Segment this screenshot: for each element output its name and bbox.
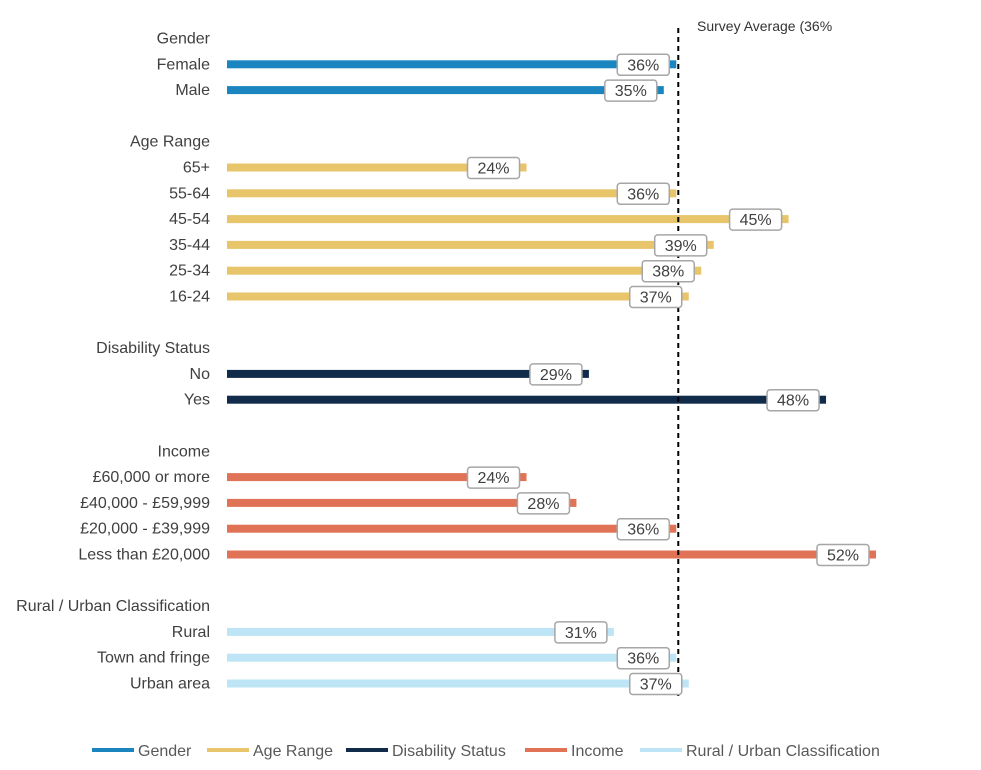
data-label-box xyxy=(641,259,695,283)
category-label: 16-24 xyxy=(169,289,210,306)
data-label: 36% xyxy=(627,57,659,74)
data-label: 31% xyxy=(565,625,597,642)
bar xyxy=(227,240,714,249)
category-label: 45-54 xyxy=(169,211,210,228)
group-heading: Age Range xyxy=(130,134,210,151)
data-label: 38% xyxy=(652,264,684,281)
reference-line-group: Survey Average (36% xyxy=(677,18,832,696)
group-heading: Income xyxy=(158,443,211,460)
data-label-box xyxy=(653,234,708,257)
bar xyxy=(227,60,677,69)
bar xyxy=(227,524,677,533)
category-label: No xyxy=(190,366,211,383)
data-label-box xyxy=(629,285,683,309)
data-label: 36% xyxy=(627,651,659,668)
data-label-box xyxy=(728,208,783,231)
category-label: 65+ xyxy=(183,160,210,177)
bar xyxy=(227,369,589,378)
legend-label: Gender xyxy=(138,743,192,760)
data-label-box xyxy=(466,156,521,180)
category-label: Less than £20,000 xyxy=(78,547,210,564)
legend-label: Age Range xyxy=(253,743,333,760)
category-label: £60,000 or more xyxy=(93,469,211,486)
bar xyxy=(227,86,664,95)
data-label: 45% xyxy=(740,212,772,229)
data-label-box xyxy=(816,543,870,567)
data-label-box xyxy=(766,388,820,412)
category-label: Urban area xyxy=(130,676,210,693)
data-label: 52% xyxy=(827,548,859,565)
data-label: 48% xyxy=(777,393,809,410)
data-label: 28% xyxy=(527,496,559,513)
bar xyxy=(227,266,702,275)
data-label-box xyxy=(616,53,671,77)
bar xyxy=(227,498,577,507)
data-label-box xyxy=(616,646,671,670)
group-heading: Rural / Urban Classification xyxy=(16,598,210,615)
category-label: 55-64 xyxy=(169,185,210,202)
data-label: 36% xyxy=(627,186,659,203)
legend-label: Rural / Urban Classification xyxy=(686,743,880,760)
data-label-box xyxy=(554,621,608,644)
category-label: Town and fringe xyxy=(97,650,210,667)
data-label-box xyxy=(629,672,683,696)
category-label: Rural xyxy=(172,624,210,641)
data-label: 24% xyxy=(478,161,510,178)
bar xyxy=(227,395,827,404)
data-label: 37% xyxy=(640,290,672,307)
group-heading: Gender xyxy=(157,31,211,48)
data-label-box xyxy=(516,492,571,515)
category-label: Male xyxy=(175,82,210,99)
data-label-box xyxy=(616,517,671,541)
bar xyxy=(227,189,677,198)
legend: Gender Age Range Disability Status Income Ru… xyxy=(92,743,880,760)
bar xyxy=(227,627,614,636)
data-label: 35% xyxy=(615,83,647,100)
bar xyxy=(227,550,876,559)
data-labels: 36% 35% 24% 36% 45% 39% 38% 37% 29% 48% 24% 28% 36% 5… xyxy=(466,53,870,696)
bar xyxy=(227,292,689,301)
bar xyxy=(227,163,527,172)
category-label: £40,000 - £59,999 xyxy=(80,495,210,512)
data-label-box xyxy=(466,466,521,489)
data-label-box xyxy=(529,363,583,386)
data-label: 29% xyxy=(540,367,572,384)
bars-area: Gender Female Male Age Range 65+ 55-64 45-54 35… xyxy=(16,31,876,693)
category-label: 35-44 xyxy=(169,237,210,254)
category-label: Female xyxy=(157,56,210,73)
bar xyxy=(227,473,527,482)
category-label: 25-34 xyxy=(169,263,210,280)
data-label: 36% xyxy=(627,522,659,539)
bar xyxy=(227,653,677,662)
legend-label: Disability Status xyxy=(392,743,506,760)
bar xyxy=(227,679,689,688)
group-heading: Disability Status xyxy=(96,340,210,357)
data-label: 39% xyxy=(665,238,697,255)
survey-average-label: Survey Average (36% xyxy=(697,18,832,34)
legend-label: Income xyxy=(571,743,624,760)
bar xyxy=(227,215,789,224)
category-label: Yes xyxy=(184,392,210,409)
data-label-box xyxy=(604,79,658,102)
category-label: £20,000 - £39,999 xyxy=(80,521,210,538)
data-label: 37% xyxy=(640,677,672,694)
data-label: 24% xyxy=(478,470,510,487)
data-label-box xyxy=(616,182,671,206)
